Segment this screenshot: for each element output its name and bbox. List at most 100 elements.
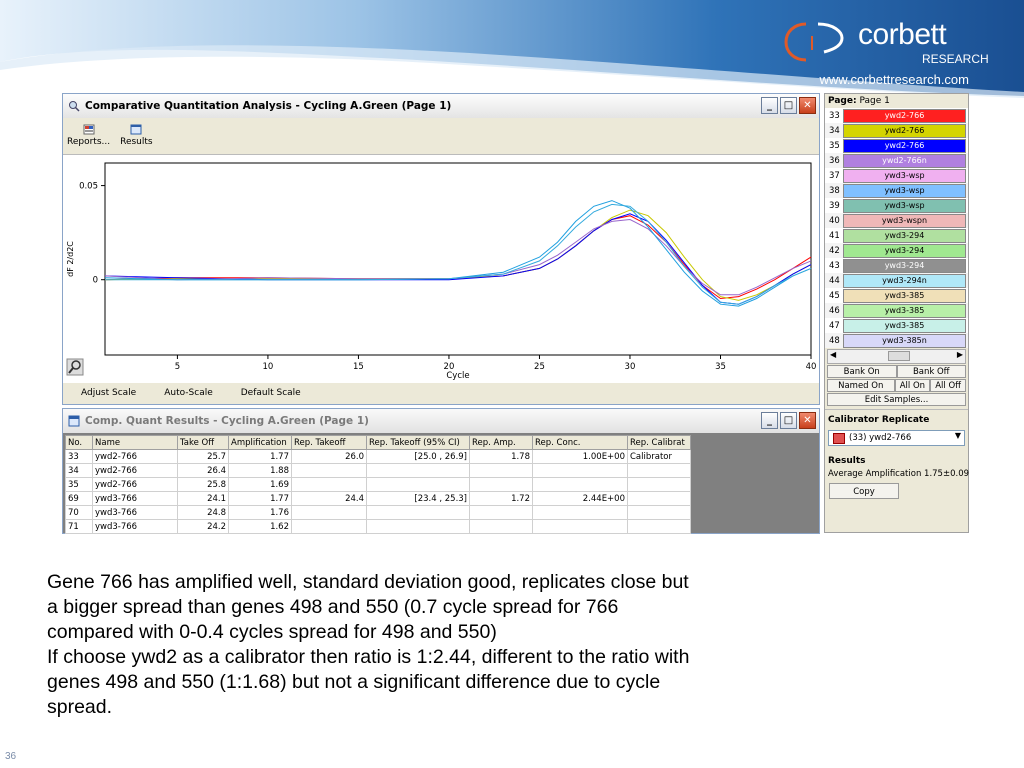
column-header[interactable]: Amplification bbox=[228, 435, 292, 450]
sample-row[interactable]: 40 ywd3-wspn bbox=[825, 213, 968, 228]
x-tick-label: 10 bbox=[263, 362, 274, 372]
table-cell: 1.77 bbox=[228, 449, 292, 464]
sample-row[interactable]: 48 ywd3-385n bbox=[825, 333, 968, 348]
bank-off-button[interactable]: Bank Off bbox=[896, 365, 966, 378]
minimize-button[interactable]: _ bbox=[761, 97, 778, 114]
column-header[interactable]: Rep. Conc. bbox=[532, 435, 628, 450]
table-cell: 34 bbox=[65, 463, 93, 478]
sample-scrollbar[interactable]: ◀ ▶ bbox=[827, 349, 966, 364]
sample-chip[interactable]: ywd2-766 bbox=[843, 123, 966, 138]
column-header[interactable]: Rep. Amp. bbox=[469, 435, 533, 450]
results-close-button[interactable]: ✕ bbox=[799, 412, 816, 429]
edit-samples-button[interactable]: Edit Samples... bbox=[827, 393, 966, 406]
sample-row[interactable]: 34 ywd2-766 bbox=[825, 123, 968, 138]
sample-row[interactable]: 44 ywd3-294n bbox=[825, 273, 968, 288]
default-scale-button[interactable]: Default Scale bbox=[240, 388, 301, 398]
slide-body-text: Gene 766 has amplified well, standard de… bbox=[47, 570, 907, 720]
zoom-tool-icon[interactable] bbox=[66, 358, 84, 376]
column-header[interactable]: No. bbox=[65, 435, 93, 450]
sample-row[interactable]: 38 ywd3-wsp bbox=[825, 183, 968, 198]
sample-list: 33 ywd2-766 34 ywd2-766 35 ywd2-766 36 ywd2-766… bbox=[825, 108, 968, 348]
table-row[interactable]: 69 ywd3-766 24.1 1.77 24.4 [23.4 , 25.3] 1.72 2… bbox=[65, 491, 691, 506]
sample-chip[interactable]: ywd3-385n bbox=[843, 333, 966, 348]
sample-chip[interactable]: ywd3-wsp bbox=[843, 168, 966, 183]
named-on-button[interactable]: Named On bbox=[827, 379, 895, 392]
sample-row[interactable]: 39 ywd3-wsp bbox=[825, 198, 968, 213]
close-button[interactable]: ✕ bbox=[799, 97, 816, 114]
column-header[interactable]: Rep. Takeoff (95% CI) bbox=[366, 435, 470, 450]
scroll-left-icon[interactable]: ◀ bbox=[830, 350, 837, 359]
table-row[interactable]: 70 ywd3-766 24.8 1.76 bbox=[65, 505, 691, 520]
table-cell bbox=[469, 519, 533, 534]
copy-button[interactable]: Copy bbox=[829, 483, 899, 499]
table-row[interactable]: 34 ywd2-766 26.4 1.88 bbox=[65, 463, 691, 478]
adjust-scale-button[interactable]: Adjust Scale bbox=[81, 388, 137, 398]
body-line: compared with 0-0.4 cycles spread for 49… bbox=[47, 621, 497, 643]
table-cell: 1.77 bbox=[228, 491, 292, 506]
sample-row[interactable]: 33 ywd2-766 bbox=[825, 108, 968, 123]
sample-chip[interactable]: ywd3-294 bbox=[843, 228, 966, 243]
sample-chip[interactable]: ywd3-294 bbox=[843, 243, 966, 258]
amplification-chart: 5 10 15 20 25 30 35 40 0.05 0 Cycle dF 2/d2C bbox=[63, 155, 819, 383]
table-row[interactable]: 71 ywd3-766 24.2 1.62 bbox=[65, 519, 691, 534]
auto-scale-button[interactable]: Auto-Scale bbox=[164, 388, 213, 398]
table-cell: 1.00E+00 bbox=[532, 449, 628, 464]
results-maximize-button[interactable]: □ bbox=[780, 412, 797, 429]
sample-chip[interactable]: ywd3-wsp bbox=[843, 198, 966, 213]
sample-row[interactable]: 47 ywd3-385 bbox=[825, 318, 968, 333]
average-amplification: Average Amplification 1.75±0.09 bbox=[828, 469, 970, 479]
sample-chip[interactable]: ywd3-385 bbox=[843, 318, 966, 333]
bank-on-button[interactable]: Bank On bbox=[827, 365, 897, 378]
sample-row[interactable]: 45 ywd3-385 bbox=[825, 288, 968, 303]
sample-row[interactable]: 42 ywd3-294 bbox=[825, 243, 968, 258]
table-row[interactable]: 33 ywd2-766 25.7 1.77 26.0 [25.0 , 26.9] 1.78 1… bbox=[65, 449, 691, 464]
page-row: Page: Page 1 bbox=[825, 94, 968, 108]
sample-chip[interactable]: ywd2-766 bbox=[843, 138, 966, 153]
sample-chip[interactable]: ywd3-294 bbox=[843, 258, 966, 273]
column-header[interactable]: Rep. Takeoff bbox=[291, 435, 367, 450]
sample-row[interactable]: 41 ywd3-294 bbox=[825, 228, 968, 243]
reports-button[interactable]: Reports... bbox=[67, 118, 110, 147]
table-cell bbox=[291, 477, 367, 492]
scroll-right-icon[interactable]: ▶ bbox=[956, 350, 963, 359]
column-header[interactable]: Take Off bbox=[177, 435, 229, 450]
sample-chip[interactable]: ywd2-766 bbox=[843, 108, 966, 123]
calibrator-value: (33) ywd2-766 bbox=[849, 433, 912, 443]
body-line: a bigger spread than genes 498 and 550 (… bbox=[47, 596, 619, 618]
sample-chip[interactable]: ywd3-385 bbox=[843, 303, 966, 318]
calibrator-select[interactable]: (33) ywd2-766 ▼ bbox=[828, 430, 965, 446]
sample-chip[interactable]: ywd3-wspn bbox=[843, 213, 966, 228]
table-cell: [25.0 , 26.9] bbox=[366, 449, 470, 464]
results-button[interactable]: Results bbox=[120, 118, 153, 147]
site-url[interactable]: www.corbettresearch.com bbox=[819, 72, 969, 87]
sample-row[interactable]: 43 ywd3-294 bbox=[825, 258, 968, 273]
sample-row[interactable]: 46 ywd3-385 bbox=[825, 303, 968, 318]
sample-chip[interactable]: ywd3-385 bbox=[843, 288, 966, 303]
sample-chip[interactable]: ywd3-wsp bbox=[843, 183, 966, 198]
maximize-button[interactable]: □ bbox=[780, 97, 797, 114]
sample-number: 35 bbox=[829, 140, 840, 151]
column-header[interactable]: Rep. Calibrat bbox=[627, 435, 691, 450]
sample-row[interactable]: 36 ywd2-766n bbox=[825, 153, 968, 168]
body-line: genes 498 and 550 (1:1.68) but not a sig… bbox=[47, 671, 661, 693]
analysis-titlebar[interactable]: Comparative Quantitation Analysis - Cycl… bbox=[63, 94, 819, 118]
table-cell bbox=[291, 505, 367, 520]
results-minimize-button[interactable]: _ bbox=[761, 412, 778, 429]
sample-chip[interactable]: ywd2-766n bbox=[843, 153, 966, 168]
table-cell bbox=[366, 519, 470, 534]
sample-chip[interactable]: ywd3-294n bbox=[843, 273, 966, 288]
results-titlebar[interactable]: Comp. Quant Results - Cycling A.Green (P… bbox=[63, 409, 819, 433]
sample-row[interactable]: 35 ywd2-766 bbox=[825, 138, 968, 153]
sample-row[interactable]: 37 ywd3-wsp bbox=[825, 168, 968, 183]
table-cell: 26.4 bbox=[177, 463, 229, 478]
x-tick-label: 20 bbox=[444, 362, 455, 372]
table-cell: ywd2-766 bbox=[92, 463, 178, 478]
scroll-thumb[interactable] bbox=[888, 351, 910, 361]
chevron-down-icon[interactable]: ▼ bbox=[954, 431, 961, 440]
column-header[interactable]: Name bbox=[92, 435, 178, 450]
analysis-toolbar: Reports... Results bbox=[63, 118, 819, 155]
all-off-button[interactable]: All Off bbox=[930, 379, 966, 392]
all-on-button[interactable]: All On bbox=[894, 379, 931, 392]
x-tick-label: 35 bbox=[715, 362, 726, 372]
table-row[interactable]: 35 ywd2-766 25.8 1.69 bbox=[65, 477, 691, 492]
